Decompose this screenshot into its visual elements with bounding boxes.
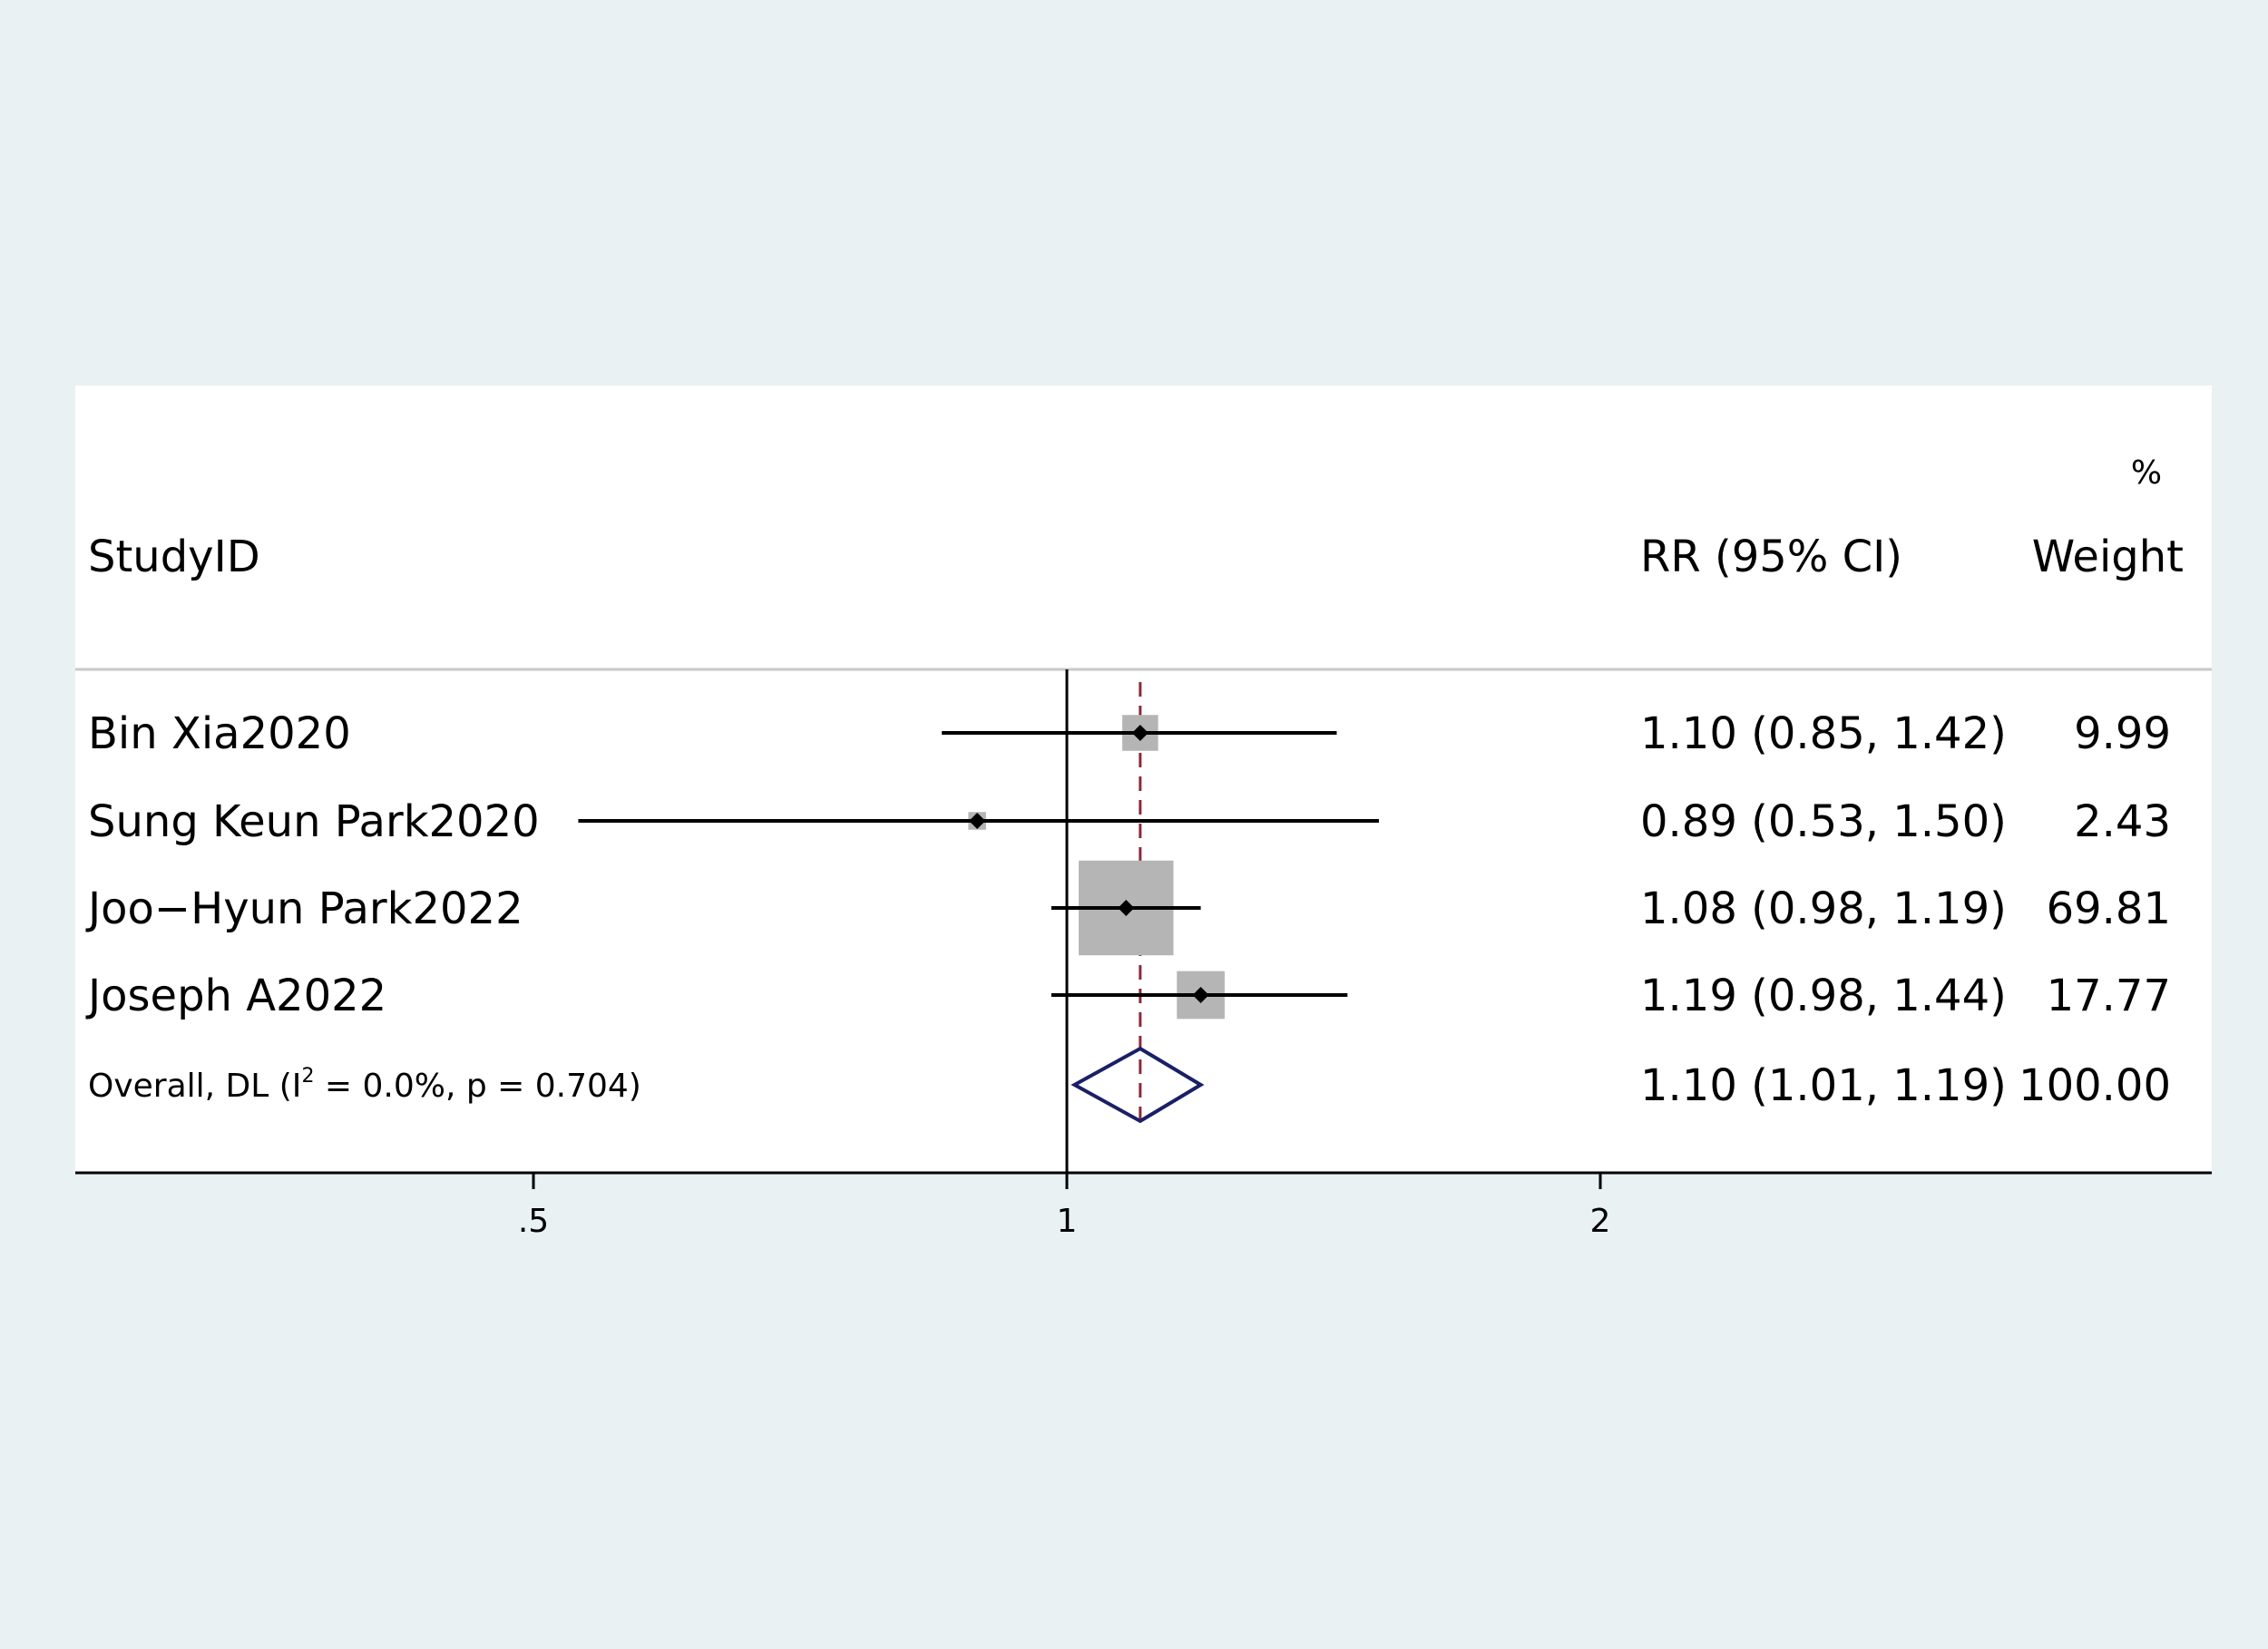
overall-diamond [1070,1046,1205,1124]
x-tick-label: 2 [1590,1203,1611,1240]
header-weight: Weight [2032,532,2184,582]
study-row: Bin Xia2020 1.10 (0.85, 1.42) 9.99 [88,708,2171,759]
weight-value: 17.77 [2047,971,2171,1021]
overall-label-superscript: 2 [301,1065,314,1088]
study-label: Sung Keun Park2020 [88,796,540,847]
study-rows: Bin Xia2020 1.10 (0.85, 1.42) 9.99 Sung Keu… [85,708,2171,1021]
study-row: Sung Keun Park2020 0.89 (0.53, 1.50) 2.43 [88,796,2171,847]
overall-label: Overall, DL (I2 = 0.0%, p = 0.704) [88,1065,641,1105]
study-row: Joseph A2022 1.19 (0.98, 1.44) 17.77 [85,971,2171,1021]
weight-value: 69.81 [2047,883,2171,934]
study-label: Joseph A2022 [85,971,386,1021]
weight-value: 9.99 [2074,708,2171,759]
x-tick-label: 1 [1057,1203,1078,1240]
point-estimate-marker [969,813,986,829]
weight-value: 2.43 [2074,796,2171,847]
plot-background [75,385,2212,1173]
study-label: Joo−Hyun Park2022 [85,883,523,934]
effect-ci-text: 1.10 (0.85, 1.42) [1640,708,2007,759]
overall-label-suffix: = 0.0%, p = 0.704) [314,1068,640,1105]
effect-ci-text: 0.89 (0.53, 1.50) [1640,796,2007,847]
overall-label-prefix: Overall, DL (I [88,1068,301,1105]
point-estimate-marker [1118,900,1135,916]
overall-row: Overall, DL (I2 = 0.0%, p = 0.704) 1.10 (… [88,1046,2171,1124]
effect-ci-text: 1.19 (0.98, 1.44) [1640,971,2007,1021]
point-estimate-marker [1131,725,1149,741]
header-effect: RR (95% CI) [1640,532,1902,582]
x-tick-label: .5 [518,1203,549,1240]
point-estimate-marker [1192,987,1209,1003]
overall-ci-text: 1.10 (1.01, 1.19) [1640,1060,2007,1111]
effect-ci-text: 1.08 (0.98, 1.19) [1640,883,2007,934]
header-study-id: StudyID [88,532,260,582]
study-label: Bin Xia2020 [88,708,351,759]
study-row: Joo−Hyun Park2022 1.08 (0.98, 1.19) 69.81 [85,860,2171,956]
overall-weight-value: 100.00 [2019,1060,2171,1111]
header-weight-percent: % [2131,454,2162,492]
